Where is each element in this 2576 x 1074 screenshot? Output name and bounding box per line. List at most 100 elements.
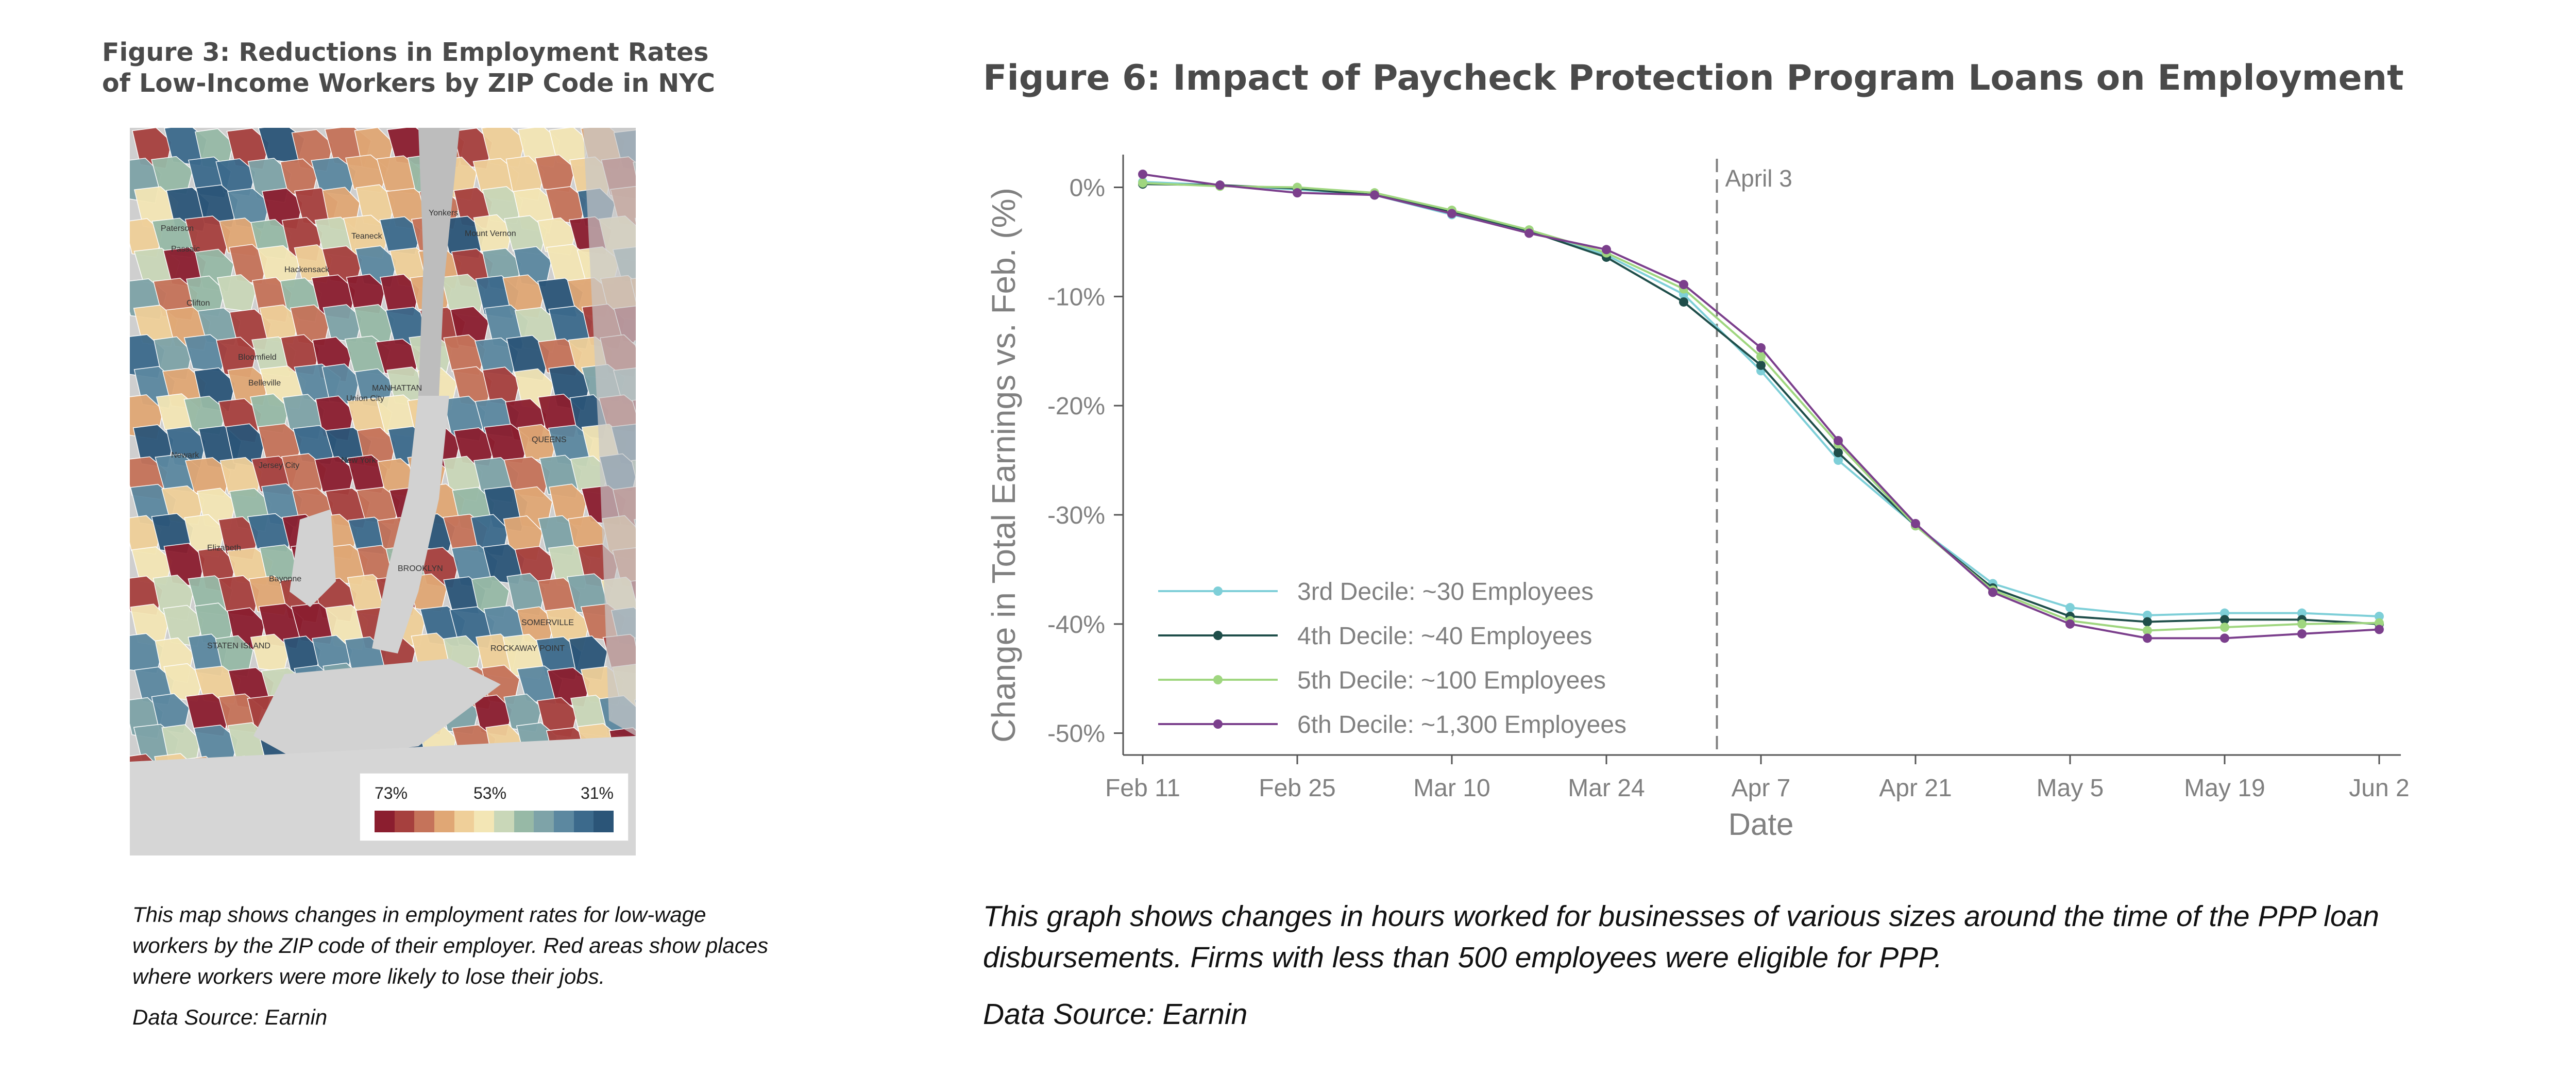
series-line — [1142, 182, 2380, 632]
data-point — [1756, 360, 1766, 370]
data-point — [2375, 618, 2384, 628]
y-tick-label: -50% — [1047, 720, 1105, 748]
data-point — [2143, 626, 2152, 635]
series-5th-decile — [1138, 178, 2384, 635]
map-place-label: Passaic — [171, 245, 200, 254]
data-point — [2065, 619, 2075, 629]
legend-marker — [1213, 586, 1223, 596]
figure3-title-line1: Figure 3: Reductions in Employment Rates — [102, 38, 709, 67]
data-point — [2220, 633, 2229, 643]
legend-swatch — [594, 811, 614, 832]
long-island-sound — [583, 128, 636, 736]
map-place-label: QUEENS — [532, 435, 567, 444]
map-place-label: Mount Vernon — [465, 229, 516, 238]
zip-region — [353, 304, 395, 346]
zip-region — [534, 154, 576, 193]
figure3-title: Figure 3: Reductions in Employment Rates… — [102, 37, 715, 99]
map-place-label: Paterson — [161, 224, 194, 233]
map-canvas: Yonkers Paterson Hackensack Mount Vernon Cli… — [130, 128, 636, 855]
legend-swatch — [434, 811, 454, 832]
data-point — [1524, 228, 1534, 238]
legend-swatch — [375, 811, 395, 832]
legend-label: 5th Decile: ~100 Employees — [1297, 667, 1606, 694]
map-legend: 73% 53% 31% — [360, 773, 629, 841]
data-point — [1138, 170, 1147, 179]
map-place-label: Belleville — [248, 379, 281, 388]
y-tick-label: -40% — [1047, 611, 1105, 639]
x-tick-label: Feb 25 — [1259, 775, 1335, 802]
x-tick-label: Apr 21 — [1879, 775, 1952, 802]
legend-swatch — [414, 811, 435, 832]
legend-swatch — [494, 811, 514, 832]
legend-label-low: 31% — [580, 784, 614, 802]
figure6-title: Figure 6: Impact of Paycheck Protection … — [983, 58, 2404, 98]
series-6th-decile — [1138, 170, 2384, 643]
zip-region — [163, 663, 204, 702]
legend-item: 6th Decile: ~1,300 Employees — [1158, 711, 1626, 739]
april3-annotation: April 3 — [1725, 165, 1792, 192]
figure3-caption: This map shows changes in employment rat… — [132, 902, 769, 988]
data-point — [2065, 603, 2075, 613]
x-tick-label: May 19 — [2184, 775, 2265, 802]
data-point — [2143, 617, 2152, 627]
figure3-title-line2: of Low-Income Workers by ZIP Code in NYC — [102, 69, 715, 98]
zip-region — [162, 605, 204, 647]
data-point — [1756, 351, 1766, 361]
legend-swatch — [394, 811, 415, 832]
map-place-label: BROOKLYN — [398, 564, 443, 573]
data-point — [1988, 588, 1997, 597]
zip-region — [321, 245, 363, 284]
zip-region — [216, 274, 257, 312]
data-point — [2375, 611, 2384, 621]
data-point — [1679, 280, 1688, 290]
map-place-label: New York — [341, 456, 377, 465]
data-point — [1679, 297, 1688, 307]
zip-region — [250, 393, 290, 434]
legend-item: 3rd Decile: ~30 Employees — [1158, 578, 1594, 606]
data-point — [1370, 190, 1379, 200]
legend-marker — [1213, 675, 1223, 684]
data-point — [2143, 610, 2152, 620]
x-tick-label: Feb 11 — [1105, 775, 1180, 802]
zip-region — [482, 366, 520, 407]
map-place-label: Jersey City — [259, 461, 299, 470]
map-place-label: MANHATTAN — [372, 384, 422, 393]
x-tick-label: May 5 — [2037, 775, 2104, 802]
figure6-source: Data Source: Earnin — [983, 998, 1248, 1031]
data-point — [1215, 180, 1225, 190]
map-place-label: Teaneck — [351, 232, 383, 241]
x-tick-label: Apr 7 — [1732, 775, 1791, 802]
y-axis-title: Change in Total Earnings vs. Feb. (%) — [985, 188, 1022, 743]
zip-region — [321, 363, 360, 406]
data-point — [1602, 245, 1611, 255]
legend-swatch — [534, 811, 554, 832]
data-point — [1834, 448, 1843, 458]
map-place-label: Bayonne — [269, 575, 301, 583]
y-tick-label: 0% — [1070, 175, 1105, 202]
zip-region — [225, 423, 266, 468]
data-point — [1834, 435, 1843, 445]
figure6-caption: This graph shows changes in hours worked… — [983, 900, 2380, 974]
data-point — [2220, 615, 2229, 625]
zip-region — [323, 304, 363, 343]
series-line — [1142, 180, 2380, 617]
legend-marker — [1213, 719, 1223, 729]
legend-label-high: 73% — [375, 784, 408, 802]
zip-region — [314, 456, 355, 496]
legend-labels: 73% 53% 31% — [375, 784, 614, 804]
map-place-label: SOMERVILLE — [521, 618, 574, 627]
legend-label-mid: 53% — [473, 784, 507, 802]
data-point — [2297, 619, 2307, 629]
hudson-river — [418, 128, 460, 396]
legend-swatch — [474, 811, 495, 832]
figure3-source: Data Source: Earnin — [132, 1005, 328, 1029]
legend-color-bar — [375, 811, 614, 832]
data-point — [1911, 518, 1920, 528]
zip-region — [183, 395, 227, 435]
zip-region — [506, 573, 546, 616]
zip-region — [131, 546, 173, 585]
data-point — [2375, 625, 2384, 634]
x-tick-label: Mar 24 — [1568, 775, 1645, 802]
data-point — [1447, 209, 1456, 219]
zip-region — [346, 274, 386, 314]
